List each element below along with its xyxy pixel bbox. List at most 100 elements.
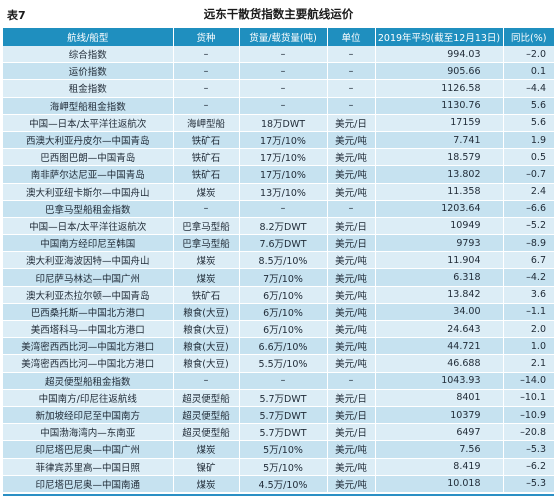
cell-volume: – (239, 62, 328, 81)
cell-volume: 5万/10% (239, 440, 328, 459)
cell-cargo: 巴拿马型船 (173, 234, 240, 253)
table-number: 表7 (7, 9, 26, 22)
cell-volume: 8.2万DWT (239, 217, 328, 236)
table-row: 海岬型船租金指数 – – –1130.76 5.6 (3, 97, 554, 115)
cell-volume: 17万/10% (239, 131, 328, 150)
cell-cargo: 铁矿石 (173, 148, 240, 167)
header-unit: 单位 (327, 28, 376, 46)
cell-volume: 18万DWT (239, 114, 328, 132)
cell-route: 美湾密西西比河—中国北方港口 (3, 354, 174, 373)
cell-cargo: 巴拿马型船 (173, 217, 240, 236)
cell-route: 南非萨尔达尼亚—中国青岛 (3, 165, 174, 184)
cell-volume: – (239, 79, 328, 98)
cell-volume: 7.6万DWT (239, 234, 328, 253)
table-row: 中国南方/印尼往返航线 超灵便型船 5.7万DWT 美元/日 8401 –10.1 (3, 389, 554, 407)
cell-volume: 6万/10% (239, 320, 328, 339)
cell-route: 综合指数 (3, 46, 174, 64)
cell-route: 印尼塔巴尼奥—中国南通 (3, 475, 174, 493)
table-row: 巴西图巴朗—中国青岛 铁矿石 17万/10% 美元/吨 18.579 0.5 (3, 148, 554, 167)
cell-unit: 美元/吨 (327, 286, 376, 304)
cell-route: 印尼塔巴尼奥—中国广州 (3, 440, 174, 459)
cell-cargo: 煤炭 (173, 440, 240, 459)
cell-yoy: 2.4 (503, 183, 554, 201)
cell-yoy: 0.1 (503, 62, 554, 81)
cell-route: 美湾密西西比河—中国北方港口 (3, 337, 174, 356)
cell-cargo: 镍矿 (173, 458, 240, 476)
cell-route: 中国—日本/太平洋往返航次 (3, 217, 174, 236)
cell-volume: 17万/10% (239, 165, 328, 184)
table-row: 中国南方经印尼至韩国 巴拿马型船 7.6万DWT 美元/日 9793 –8.9 (3, 234, 554, 253)
cell-average: 10949 (375, 217, 504, 236)
cell-unit: 美元/日 (327, 406, 376, 425)
cell-yoy: 1.0 (503, 337, 554, 356)
cell-route: 澳大利亚杰拉尔顿—中国青岛 (3, 286, 174, 304)
cell-yoy: 3.6 (503, 286, 554, 304)
table-row: 印尼塔巴尼奥—中国广州 煤炭 5万/10% 美元/吨 7.56 –5.3 (3, 440, 554, 459)
cell-cargo: 煤炭 (173, 268, 240, 287)
cell-route: 海岬型船租金指数 (3, 97, 174, 115)
table-row: 综合指数 – – –994.03 –2.0 (3, 46, 554, 64)
cell-unit: – (327, 97, 376, 115)
cell-volume: 6万/10% (239, 286, 328, 304)
cell-volume: 7万/10% (239, 268, 328, 287)
table-row: 西澳大利亚丹皮尔—中国青岛 铁矿石 17万/10% 美元/吨 7.741 1.9 (3, 131, 554, 150)
table-row: 超灵便型船租金指数 – – –1043.93 –14.0 (3, 372, 554, 390)
cell-route: 美西塔科马—中国北方港口 (3, 320, 174, 339)
cell-volume: 6万/10% (239, 303, 328, 322)
cell-yoy: –4.4 (503, 79, 554, 98)
cell-route: 租金指数 (3, 79, 174, 98)
cell-volume: – (239, 46, 328, 64)
table-row: 澳大利亚杰拉尔顿—中国青岛 铁矿石 6万/10% 美元/吨 13.842 3.6 (3, 286, 554, 304)
cell-average: 46.688 (375, 354, 504, 373)
cell-yoy: –5.3 (503, 440, 554, 459)
cell-cargo: 超灵便型船 (173, 406, 240, 425)
cell-yoy: 5.6 (503, 97, 554, 115)
cell-route: 澳大利亚纽卡斯尔—中国舟山 (3, 183, 174, 201)
cell-cargo: 铁矿石 (173, 131, 240, 150)
cell-yoy: 6.7 (503, 251, 554, 270)
cell-cargo: 粮食(大豆) (173, 320, 240, 339)
cell-yoy: –10.1 (503, 389, 554, 407)
cell-volume: 6.6万/10% (239, 337, 328, 356)
cell-yoy: 0.5 (503, 148, 554, 167)
cell-unit: 美元/日 (327, 217, 376, 236)
cell-cargo: – (173, 200, 240, 218)
cell-yoy: –10.9 (503, 406, 554, 425)
table-header-row: 航线/船型 货种 货量/载货量(吨) 单位 2019年平均(截至12月13日) … (3, 28, 554, 46)
cell-yoy: –4.2 (503, 268, 554, 287)
cell-cargo: 铁矿石 (173, 165, 240, 184)
cell-cargo: 粮食(大豆) (173, 354, 240, 373)
cell-cargo: 超灵便型船 (173, 423, 240, 442)
cell-yoy: 1.9 (503, 131, 554, 150)
cell-route: 巴西图巴朗—中国青岛 (3, 148, 174, 167)
cell-average: 24.643 (375, 320, 504, 339)
cell-route: 中国南方/印尼往返航线 (3, 389, 174, 407)
cell-volume: 5.7万DWT (239, 423, 328, 442)
cell-unit: – (327, 200, 376, 218)
cell-unit: – (327, 372, 376, 390)
cell-volume: 4.5万/10% (239, 475, 328, 493)
cell-yoy: –20.8 (503, 423, 554, 442)
table-row: 印尼萨马林达—中国广州 煤炭 7万/10% 美元/吨 6.318 –4.2 (3, 268, 554, 287)
table-row: 美西塔科马—中国北方港口 粮食(大豆) 6万/10% 美元/吨 24.643 2.0 (3, 320, 554, 339)
cell-volume: 5.5万/10% (239, 354, 328, 373)
cell-unit: 美元/日 (327, 389, 376, 407)
cell-cargo: 煤炭 (173, 183, 240, 201)
cell-cargo: – (173, 62, 240, 81)
cell-yoy: –6.6 (503, 200, 554, 218)
cell-yoy: –6.2 (503, 458, 554, 476)
cell-route: 超灵便型船租金指数 (3, 372, 174, 390)
cell-unit: 美元/吨 (327, 303, 376, 322)
cell-cargo: – (173, 97, 240, 115)
cell-route: 新加坡经印尼至中国南方 (3, 406, 174, 425)
cell-unit: 美元/日 (327, 423, 376, 442)
cell-route: 印尼萨马林达—中国广州 (3, 268, 174, 287)
cell-cargo: – (173, 79, 240, 98)
header-yoy: 同比(%) (503, 28, 554, 46)
cell-average: 34.00 (375, 303, 504, 322)
cell-average: 7.56 (375, 440, 504, 459)
table-row: 运价指数 – – –905.66 0.1 (3, 62, 554, 81)
cell-unit: 美元/吨 (327, 354, 376, 373)
cell-volume: 5.7万DWT (239, 389, 328, 407)
cell-average: 13.842 (375, 286, 504, 304)
